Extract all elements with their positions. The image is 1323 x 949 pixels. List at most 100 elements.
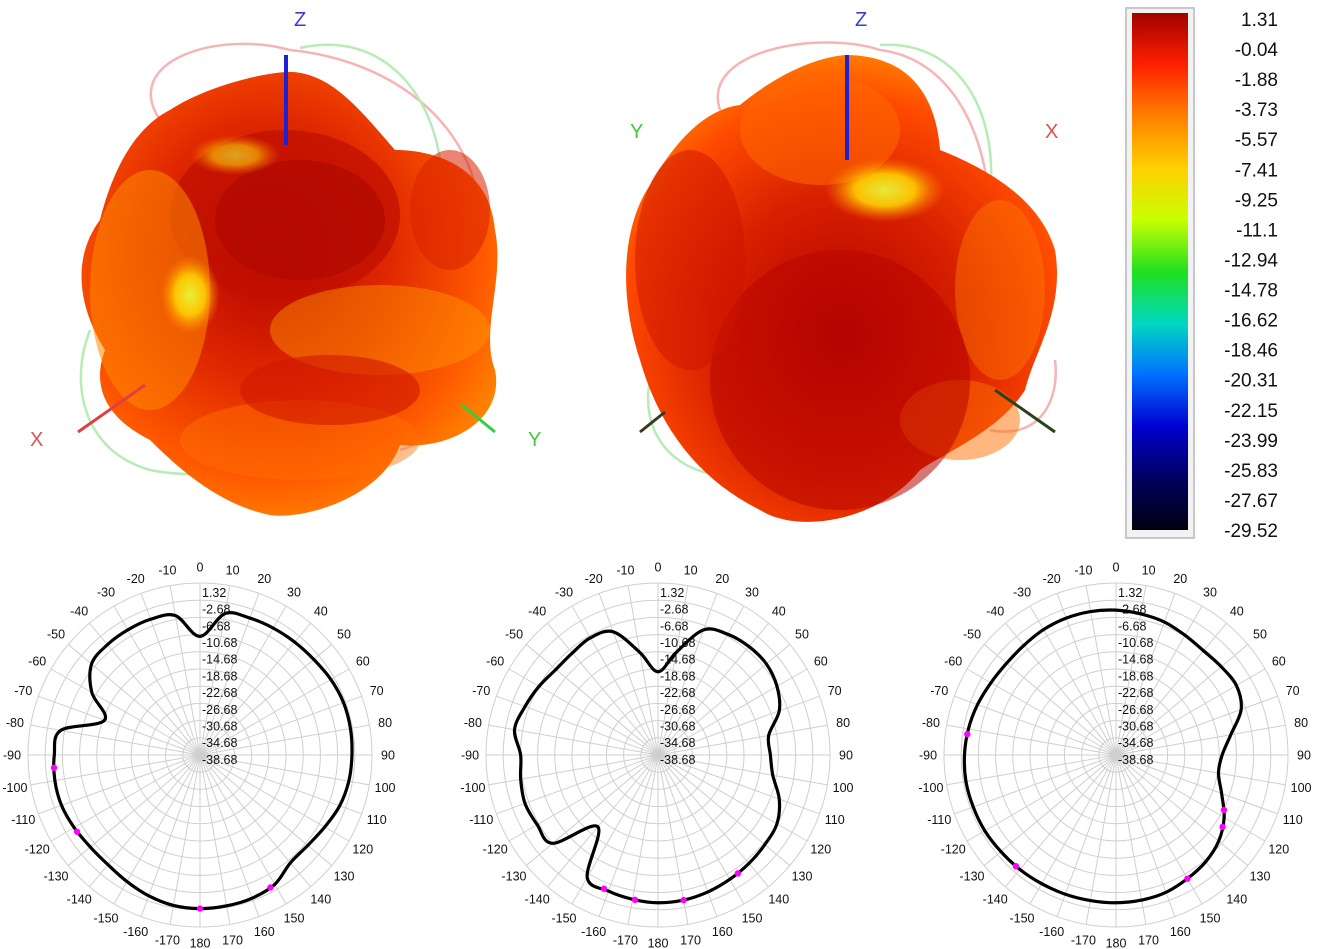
polar-marker — [964, 730, 971, 738]
polar-radial-label: -18.68 — [202, 669, 237, 683]
polar-angle-tick: 10 — [226, 563, 240, 577]
polar-angle-tick: 110 — [1283, 813, 1303, 827]
polar-grid-spoke — [496, 754, 659, 815]
polar-angle-tick: -120 — [25, 843, 50, 857]
polar-grid-spoke — [1115, 724, 1286, 756]
polar-angle-tick: 20 — [715, 572, 729, 586]
colorbar-label: -16.62 — [1224, 311, 1278, 332]
polar-angle-tick: 0 — [197, 561, 204, 575]
polar-grid-spoke — [1115, 754, 1176, 917]
polar-angle-tick: 60 — [814, 655, 828, 669]
polar-angle-tick: -170 — [1071, 934, 1096, 948]
polar-marker — [1220, 806, 1228, 814]
polar-grid-spoke — [946, 724, 1117, 756]
x-axis-label: X — [1045, 121, 1058, 143]
y-axis-line — [639, 410, 666, 434]
polar-grid-spoke — [657, 754, 689, 925]
polar-angle-tick: 20 — [257, 572, 271, 586]
x-axis-line — [994, 388, 1056, 434]
polar-radial-label: -10.68 — [1118, 636, 1153, 650]
polar-grid-spoke — [38, 754, 201, 815]
polar-angle-tick: 30 — [745, 586, 759, 600]
polar-radial-label: -30.68 — [1118, 720, 1153, 734]
polar-angle-tick: 70 — [1286, 684, 1300, 698]
lobe-dark — [635, 150, 745, 370]
polar-angle-tick: 140 — [310, 893, 331, 907]
polar-grid-spoke — [488, 724, 659, 756]
polar-radial-label: 1.32 — [1118, 586, 1142, 600]
polar-grid-spoke — [1115, 754, 1266, 842]
polar-angle-tick: 30 — [1203, 586, 1217, 600]
polar-angle-tick: -20 — [585, 572, 603, 586]
colorbar-label: -23.99 — [1224, 431, 1278, 452]
colorbar-label: -25.83 — [1224, 461, 1278, 482]
polar-angle-tick: -150 — [1009, 911, 1034, 925]
polar-grid-spoke — [169, 754, 201, 925]
polar-grid-spoke — [525, 644, 659, 756]
z-axis-label: Z — [855, 9, 867, 31]
polar-radial-label: -18.68 — [660, 669, 695, 683]
polar-angle-tick: -110 — [469, 813, 493, 827]
polar-grid-spoke — [1115, 593, 1176, 756]
polar-grid-spoke — [1085, 585, 1117, 756]
polar-angle-tick: 90 — [1297, 749, 1311, 763]
polar-marker — [1219, 823, 1226, 831]
polar-radial-label: -34.68 — [202, 736, 237, 750]
polar-angle-tick: 160 — [712, 925, 733, 939]
polar-marker — [631, 896, 639, 904]
polar-angle-tick: 170 — [1138, 934, 1159, 948]
polar-angle-tick: 140 — [1226, 893, 1247, 907]
lobe-light — [90, 170, 210, 410]
polar-grid-spoke — [199, 754, 362, 815]
colorbar-label: -3.73 — [1235, 100, 1278, 121]
polar-marker — [680, 896, 687, 904]
polar-grid-spoke — [571, 605, 659, 756]
polar-grid-spoke — [657, 622, 769, 756]
polar-angle-tick: 160 — [1170, 925, 1191, 939]
polar-grid-spoke — [1115, 754, 1249, 866]
polar-grid-spoke — [488, 754, 659, 786]
polar-angle-tick: -20 — [127, 572, 145, 586]
polar-grid-spoke — [657, 754, 718, 917]
polar-angle-tick: -90 — [461, 749, 479, 763]
polar-angle-tick: -130 — [959, 869, 984, 883]
polar-angle-tick: 110 — [367, 813, 387, 827]
polar-angle-tick: 10 — [1142, 563, 1156, 577]
colorbar-label: -1.88 — [1235, 70, 1278, 91]
colorbar-label: -29.52 — [1224, 521, 1278, 542]
polar-angle-tick: 120 — [352, 843, 373, 857]
colorbar-label: -0.04 — [1235, 40, 1279, 61]
colorbar-label: -22.15 — [1224, 401, 1278, 422]
polar-grid-spoke — [598, 593, 659, 756]
polar-angle-tick: -150 — [551, 911, 576, 925]
polar-radial-label: -26.68 — [202, 703, 237, 717]
polar-angle-tick: -140 — [983, 893, 1008, 907]
polar-angle-tick: -130 — [43, 869, 68, 883]
polar-angle-tick: -10 — [158, 563, 176, 577]
polar-angle-tick: 90 — [381, 749, 395, 763]
polar-grid-spoke — [657, 695, 820, 756]
colorbar: 1.31 -0.04 -1.88 -3.73 -5.57 -7.41 -9.25 -11.1 -… — [1125, 7, 1279, 542]
polar-angle-tick: -90 — [919, 749, 937, 763]
polar-angle-tick: 140 — [768, 893, 789, 907]
polar-grid-spoke — [113, 754, 201, 905]
polar-grid-spoke — [657, 585, 689, 756]
polar-angle-tick: -120 — [941, 843, 966, 857]
polar-angle-tick: -160 — [581, 925, 606, 939]
polar-angle-tick: 130 — [334, 869, 355, 883]
polar-angle-tick: 30 — [287, 586, 301, 600]
polar-angle-tick: -60 — [944, 655, 962, 669]
polar-angle-tick: -80 — [6, 716, 24, 730]
polar-grid-spoke — [1085, 754, 1117, 925]
polar-angle-tick: -150 — [93, 911, 118, 925]
x-cut-outline — [716, 41, 992, 221]
polar-radial-label: -2.68 — [660, 603, 689, 617]
polar-grid-spoke — [966, 754, 1117, 842]
polar-grid-spoke — [1115, 622, 1227, 756]
polar-radial-label: -10.68 — [202, 636, 237, 650]
polar-angle-tick: -100 — [2, 781, 27, 795]
polar-grid-spoke — [657, 724, 828, 756]
